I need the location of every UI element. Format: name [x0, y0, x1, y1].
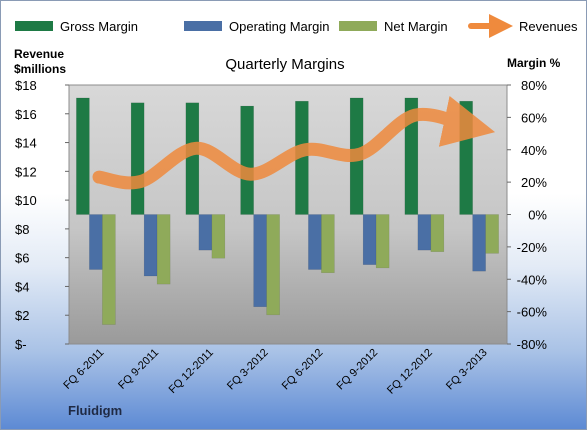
revenues-line — [92, 95, 496, 190]
right-tick-label: -40% — [517, 272, 548, 287]
operating-margin-bar — [143, 214, 158, 277]
chart-title: Quarterly Margins — [225, 56, 344, 73]
gross-margin-bar — [404, 97, 419, 215]
left-tick-label: $8 — [15, 222, 29, 237]
operating-margin-bar — [362, 214, 377, 265]
right-tick-label: -60% — [517, 305, 548, 320]
left-tick-label: $12 — [15, 164, 37, 179]
x-tick-label: FQ 9-2012 — [335, 347, 381, 393]
operating-margin-bar — [472, 214, 486, 272]
left-tick-label: $6 — [15, 251, 29, 266]
left-tick-label: $10 — [15, 193, 37, 208]
right-tick-label: 80% — [521, 78, 547, 93]
left-tick-label: $18 — [15, 78, 37, 93]
left-tick-label: $2 — [15, 308, 29, 323]
company-name: Fluidigm — [68, 403, 123, 418]
right-tick-label: 40% — [521, 143, 547, 158]
x-tick-label: FQ 9-2011 — [116, 347, 161, 392]
x-tick-label: FQ 6-2012 — [280, 347, 326, 393]
operating-margin-bar — [308, 214, 322, 270]
x-tick-label: FQ 6-2011 — [61, 347, 106, 392]
net-margin-bar — [485, 214, 499, 254]
x-tick-label: FQ 12-2011 — [167, 347, 216, 396]
left-axis-label-line2: $millions — [14, 62, 66, 76]
legend-label-revenues: Revenues — [519, 19, 578, 34]
left-tick-label: $4 — [15, 279, 29, 294]
right-tick-label: -20% — [517, 240, 548, 255]
right-tick-label: 20% — [521, 175, 547, 190]
legend-label-operating-margin: Operating Margin — [229, 19, 329, 34]
gross-margin-bar — [185, 102, 200, 215]
right-tick-label: 0% — [528, 208, 547, 223]
operating-margin-bar — [253, 214, 267, 308]
net-margin-bar — [321, 214, 335, 274]
legend-swatch-operating-margin — [184, 21, 222, 31]
net-margin-bar — [375, 214, 390, 269]
operating-margin-bar — [417, 214, 432, 251]
x-tick-label: FQ 3-2013 — [444, 347, 490, 393]
right-tick-label: 60% — [521, 110, 547, 125]
legend-swatch-net-margin — [339, 21, 377, 31]
gross-margin-bar — [76, 97, 90, 215]
operating-margin-bar — [89, 214, 103, 270]
x-tick-label: FQ 3-2012 — [225, 347, 271, 393]
gross-margin-bar — [130, 102, 145, 215]
legend-label-gross-margin: Gross Margin — [60, 19, 138, 34]
left-tick-label: $- — [15, 337, 27, 352]
right-tick-label: -80% — [517, 337, 548, 352]
right-axis-label: Margin % — [507, 56, 561, 70]
x-tick-label: FQ 12-2012 — [385, 347, 435, 397]
left-tick-label: $16 — [15, 107, 37, 122]
net-margin-bar — [430, 214, 445, 252]
left-axis-label-line1: Revenue — [14, 47, 64, 61]
net-margin-bar — [102, 214, 116, 325]
operating-margin-bar — [198, 214, 213, 251]
net-margin-bar — [211, 214, 226, 259]
legend-swatch-gross-margin — [15, 21, 53, 31]
net-margin-bar — [266, 214, 280, 316]
gross-margin-bar — [240, 105, 254, 215]
net-margin-bar — [156, 214, 171, 285]
legend-label-net-margin: Net Margin — [384, 19, 448, 34]
left-tick-label: $14 — [15, 136, 37, 151]
